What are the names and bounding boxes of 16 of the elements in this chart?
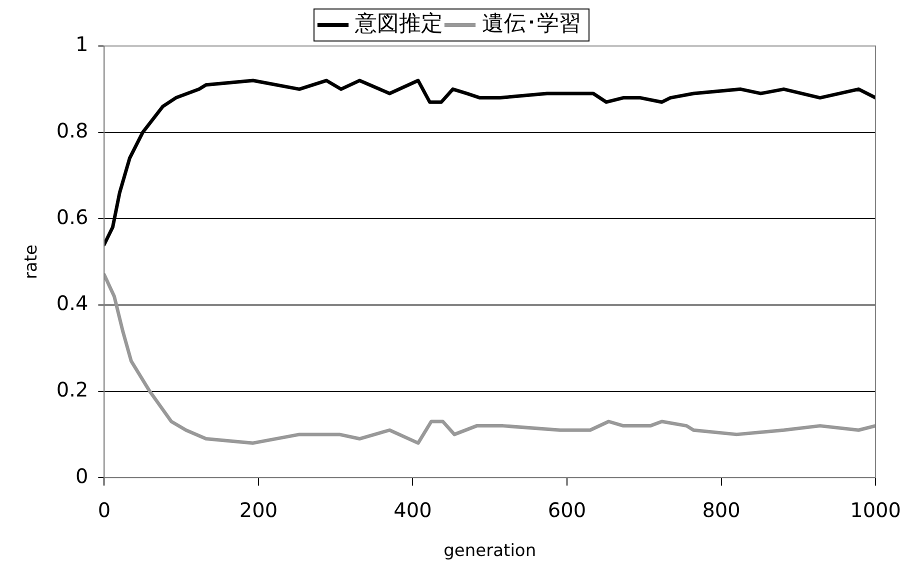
x-tick-label: 400 (394, 498, 432, 522)
legend-label: 遺伝･学習 (482, 12, 581, 37)
x-tick-label: 600 (548, 498, 586, 522)
legend-label: 意図推定 (354, 12, 443, 37)
y-tick-label: 0 (75, 464, 88, 488)
x-tick-label: 1000 (850, 498, 902, 522)
y-tick-label: 0.8 (56, 118, 88, 143)
y-tick-label: 0.4 (56, 291, 88, 316)
y-tick-label: 0.6 (56, 204, 88, 229)
x-tick-label: 800 (702, 498, 740, 522)
x-tick-label: 0 (98, 498, 111, 522)
x-axis-title: generation (444, 541, 536, 562)
y-axis-title: rate (22, 244, 42, 280)
y-tick-label: 0.2 (56, 377, 88, 402)
y-tick-label: 1 (75, 32, 88, 56)
x-tick-label: 200 (239, 498, 278, 522)
